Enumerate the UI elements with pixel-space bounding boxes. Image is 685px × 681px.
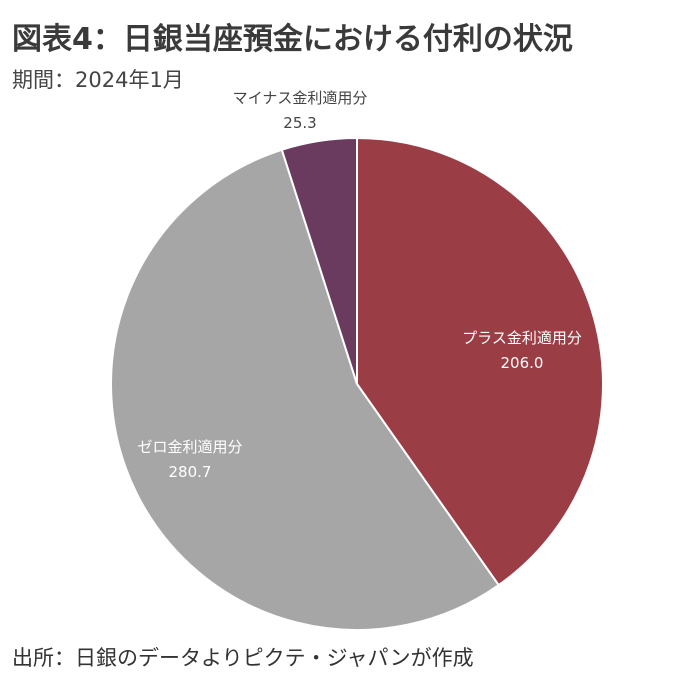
chart-title: 図表4：日銀当座預金における付利の状況 <box>12 22 573 57</box>
slice-value-label: 25.3 <box>283 114 316 132</box>
slice-label: マイナス金利適用分 <box>233 89 368 107</box>
chart-subtitle: 期間：2024年1月 <box>12 68 184 92</box>
pie-slice <box>280 136 358 385</box>
slice-label: プラス金利適用分 <box>462 329 582 347</box>
pie-slice <box>356 136 604 587</box>
slice-value-label: 206.0 <box>501 354 544 372</box>
source-note: 出所：日銀のデータよりピクテ・ジャパンが作成 <box>12 646 474 670</box>
slice-value-label: 280.7 <box>169 463 212 481</box>
pie-slice <box>110 148 501 631</box>
slice-label: ゼロ金利適用分 <box>137 438 242 456</box>
